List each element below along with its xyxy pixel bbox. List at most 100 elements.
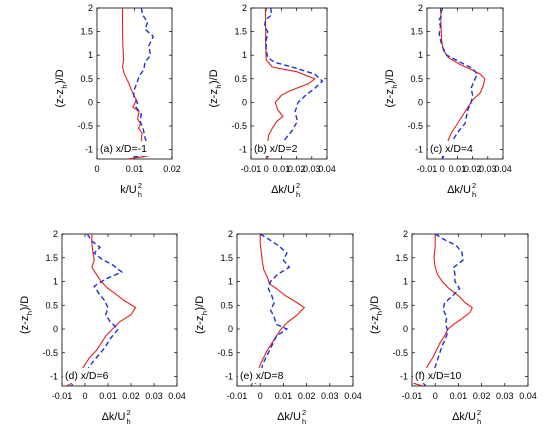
x-tick-label: 0.01 xyxy=(275,391,293,401)
series-group xyxy=(438,8,486,159)
y-axis-label-tail: )/D xyxy=(384,69,396,84)
y-tick-label: 2 xyxy=(418,3,423,13)
panel-label: (e) x/D=8 xyxy=(240,370,284,382)
x-axis-label: Δk/U xyxy=(102,411,126,423)
x-tick-label: 0.01 xyxy=(273,164,291,174)
x-axis-label-sub: h xyxy=(126,417,130,426)
y-axis-label-main: (z-z xyxy=(384,89,396,107)
y-axis-label-tail: )/D xyxy=(19,296,31,311)
x-axis-label-sup: 2 xyxy=(296,181,300,190)
x-axis-label-sub: h xyxy=(296,190,300,199)
x-tick-label: 0.02 xyxy=(464,164,482,174)
x-axis-label: Δk/U xyxy=(271,184,295,196)
x-tick-label: 0 xyxy=(258,391,263,401)
x-tick-label: 0.02 xyxy=(473,391,491,401)
y-axis-label: (z-zh)/D xyxy=(384,69,399,107)
x-tick-label: 0.02 xyxy=(298,391,316,401)
chart-panel-3: -1-0.500.511.52-0.01 0 0.010.020.030.04(c)… xyxy=(384,3,512,199)
panel-label: (f) x/D=10 xyxy=(415,370,462,382)
y-tick-label: 0.5 xyxy=(220,300,233,310)
y-tick-label: -0.5 xyxy=(217,348,233,358)
y-tick-label: 1.5 xyxy=(80,27,93,37)
panel-label-bg xyxy=(238,368,306,383)
series-group xyxy=(66,234,137,386)
x-tick-label: 0.01 xyxy=(450,391,468,401)
y-axis-label-tail: )/D xyxy=(194,296,206,311)
y-tick-label: -1 xyxy=(50,372,58,382)
y-tick-label: -1 xyxy=(400,372,408,382)
y-axis-label-tail: )/D xyxy=(208,69,220,84)
series-line-solid xyxy=(66,234,137,386)
x-axis-label: k/U xyxy=(120,184,137,196)
x-tick-label: 0.01 xyxy=(99,391,117,401)
x-tick-label: 0.02 xyxy=(122,391,140,401)
plot-frame xyxy=(426,7,504,160)
x-tick-label: 0.04 xyxy=(318,164,336,174)
y-tick-label: 2 xyxy=(242,3,247,13)
y-tick-label: 0.5 xyxy=(45,300,58,310)
y-tick-label: 0.5 xyxy=(410,74,423,84)
x-axis-label-sub: h xyxy=(477,417,481,426)
y-axis-label-main: (z-z xyxy=(369,316,381,334)
y-axis-label-tail: )/D xyxy=(54,69,66,84)
y-axis-label-sub: h xyxy=(214,85,223,89)
y-axis-label-main: (z-z xyxy=(19,316,31,334)
x-axis-label: Δk/U xyxy=(277,411,301,423)
panel-label-bg xyxy=(98,141,166,156)
series-line-dashed xyxy=(70,234,124,386)
x-axis-label: Δk/U xyxy=(452,411,476,423)
y-tick-label: -0.5 xyxy=(231,121,247,131)
x-tick-label: 0.04 xyxy=(494,164,512,174)
y-tick-label: 0 xyxy=(242,97,247,107)
y-tick-label: 1 xyxy=(242,50,247,60)
y-tick-label: 0 xyxy=(228,324,233,334)
y-axis-label-sub: h xyxy=(200,311,209,315)
x-tick-label: 0 xyxy=(82,391,87,401)
x-axis-label: Δk/U xyxy=(447,184,471,196)
panel-label-bg xyxy=(413,368,485,383)
x-tick-label: 0.03 xyxy=(145,391,163,401)
x-axis-label-sup: 2 xyxy=(472,181,476,190)
x-tick-label: 0.04 xyxy=(519,391,537,401)
x-axis-label-sub: h xyxy=(302,417,306,426)
panel-label: (c) x/D=4 xyxy=(430,143,473,155)
y-tick-label: 0 xyxy=(403,324,408,334)
x-tick-label: 0.01 xyxy=(449,164,467,174)
series-group xyxy=(121,8,164,159)
y-tick-label: -1 xyxy=(225,372,233,382)
x-tick-label: 0 xyxy=(264,164,269,174)
y-tick-label: -0.5 xyxy=(77,121,93,131)
plot-frame xyxy=(96,7,173,160)
y-axis-label-main: (z-z xyxy=(208,89,220,107)
chart-panel-5: -1 -0.5 0 0.5 1 1.5 2 -0.01 0 0.01 0.02 0.03 0.04 (e)… xyxy=(194,229,362,426)
series-line-dashed xyxy=(250,234,291,386)
y-axis-label-sub: h xyxy=(60,85,69,89)
chart-panel-6: -1 -0.5 0 0.5 1 1.5 2 -0.01 0 0.01 0.02 0.03 0.04 (f)… xyxy=(369,229,537,426)
plot-frame xyxy=(236,233,354,387)
x-tick-label: 0.04 xyxy=(168,391,186,401)
y-axis-label-main: (z-z xyxy=(194,316,206,334)
y-tick-label: 0 xyxy=(88,97,93,107)
y-axis-label: (z-zh)/D xyxy=(208,69,223,107)
y-axis-label: (z-zh)/D xyxy=(194,296,209,334)
y-tick-label: 1.5 xyxy=(45,253,58,263)
y-tick-label: -1 xyxy=(85,145,93,155)
x-tick-label: 0.02 xyxy=(288,164,306,174)
x-axis-label-sup: 2 xyxy=(138,181,142,190)
y-tick-label: 1.5 xyxy=(395,253,408,263)
plot-frame xyxy=(411,233,529,387)
y-tick-label: 1.5 xyxy=(234,27,247,37)
y-axis-label-sub: h xyxy=(390,85,399,89)
x-tick-label: 0 xyxy=(440,164,445,174)
series-line-solid xyxy=(440,8,486,159)
x-tick-label: -0.01 xyxy=(52,391,73,401)
y-tick-label: 1 xyxy=(228,277,233,287)
x-tick-label: -0.01 xyxy=(402,391,423,401)
y-tick-label: 2 xyxy=(88,3,93,13)
y-tick-label: -1 xyxy=(415,145,423,155)
y-tick-label: 1.5 xyxy=(220,253,233,263)
y-tick-label: 2 xyxy=(228,229,233,239)
panel-label: (a) x/D=-1 xyxy=(100,143,147,155)
plot-frame xyxy=(250,7,328,160)
y-tick-label: -0.5 xyxy=(392,348,408,358)
